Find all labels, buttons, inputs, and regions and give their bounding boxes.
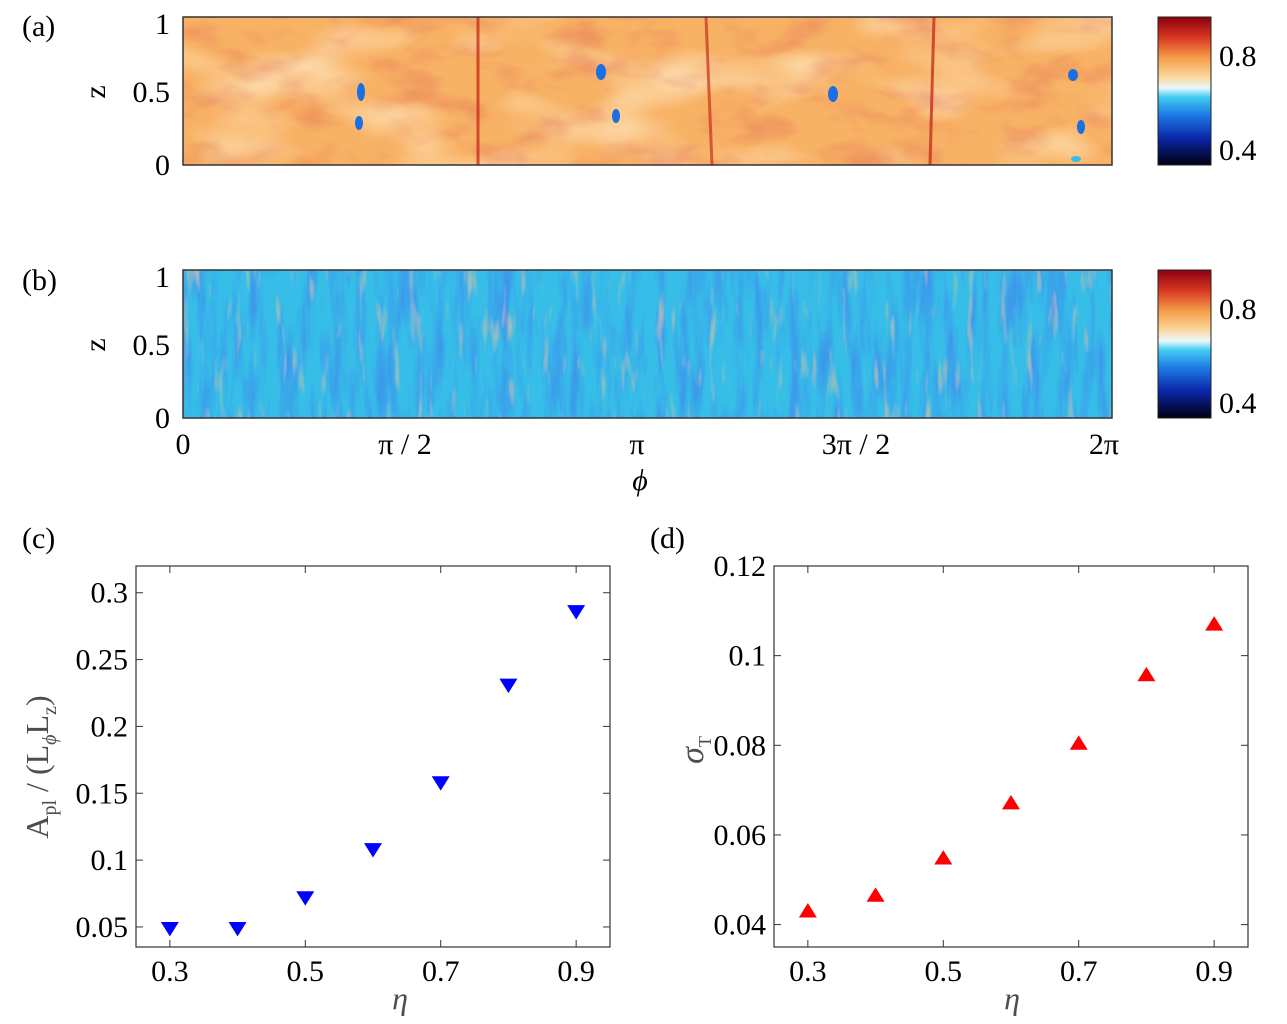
- x-tick-label: 0.7: [1060, 955, 1098, 988]
- panel-c-plot: 0.3 0.5 0.7 0.9 0.05 0.1 0.15 0.2 0.25 0.3: [76, 565, 611, 988]
- panel-b-ytick-0: 0: [155, 402, 170, 435]
- data-point: [160, 921, 179, 937]
- panel-b-xtick-0: 0: [176, 428, 191, 461]
- data-point: [1069, 735, 1088, 750]
- panel-c-label: (c): [22, 522, 55, 555]
- x-tick-label: 0.7: [422, 955, 460, 988]
- panel-b-xlabel: ϕ: [632, 464, 648, 497]
- panel-a-ytick-0: 0: [155, 149, 170, 182]
- panel-b-xtick-2pi: 2π: [1089, 428, 1119, 461]
- panel-c: (c) 0.3 0.5 0.7 0.90.050.10.150.20.250.3 η …: [19, 522, 611, 1016]
- panel-b-heatmap: [182, 269, 1113, 419]
- panel-a: (a) 1 0.5 0 z 0.8 0.4: [22, 8, 1257, 182]
- panel-d: (d) 0.3 0.5 0.7 0.9 0.04 0.06 0.08 0.1 0.12 η σT: [650, 522, 1249, 1016]
- panel-b: (b) 1 0.5 0 z 0 π / 2 π 3π / 2 2π ϕ 0.8 …: [22, 261, 1257, 497]
- panel-b-cbar-tick-0-4: 0.4: [1219, 387, 1257, 420]
- x-tick-label: 0.5: [925, 955, 963, 988]
- panel-a-cbar-tick-0-8: 0.8: [1219, 40, 1257, 73]
- x-tick-label: 0.9: [1195, 955, 1233, 988]
- panel-b-xtick-pi: π: [629, 428, 644, 461]
- x-tick-label: 0.3: [789, 955, 827, 988]
- panel-b-ytick-0-5: 0.5: [133, 329, 171, 362]
- panel-a-cbar-tick-0-4: 0.4: [1219, 134, 1257, 167]
- panel-a-ylabel: z: [79, 85, 112, 98]
- data-point: [364, 843, 382, 858]
- y-tick-label: 0.3: [91, 577, 129, 610]
- panel-d-label: (d): [650, 522, 685, 555]
- data-point: [228, 921, 247, 937]
- panel-a-colorbar: 0.8 0.4: [1157, 16, 1257, 167]
- y-tick-label: 0.1: [91, 844, 129, 877]
- y-tick-label: 0.1: [729, 640, 767, 673]
- panel-b-colorbar: 0.8 0.4: [1157, 269, 1257, 420]
- panel-d-ylabel: σT: [674, 736, 715, 764]
- data-point: [866, 887, 885, 902]
- y-tick-label: 0.25: [76, 644, 129, 677]
- panel-c-ylabel: Apl / (LϕLz): [19, 695, 61, 838]
- c-plot-frame: [135, 565, 611, 948]
- data-point: [499, 678, 518, 694]
- data-point: [1205, 616, 1224, 631]
- data-point: [798, 903, 817, 918]
- panel-d-plot: 0.3 0.5 0.7 0.9 0.04 0.06 0.08 0.1 0.12: [714, 550, 1249, 988]
- y-tick-label: 0.12: [714, 550, 767, 583]
- y-tick-label: 0.05: [76, 911, 129, 944]
- x-tick-label: 0.3: [151, 955, 189, 988]
- panel-b-xtick-3pi-2: 3π / 2: [822, 428, 890, 461]
- panel-a-ytick-0-5: 0.5: [133, 76, 171, 109]
- x-tick-label: 0.9: [557, 955, 595, 988]
- panel-d-xlabel: η: [1004, 980, 1020, 1016]
- y-tick-label: 0.04: [714, 909, 767, 942]
- y-tick-label: 0.2: [91, 710, 129, 743]
- panel-b-cbar-tick-0-8: 0.8: [1219, 293, 1257, 326]
- panel-a-heatmap: [182, 16, 1113, 166]
- data-point: [1137, 666, 1156, 682]
- panel-a-label: (a): [22, 10, 55, 43]
- panel-b-ylabel: z: [79, 338, 112, 351]
- y-tick-label: 0.08: [714, 729, 767, 762]
- data-point: [431, 776, 450, 791]
- y-tick-label: 0.06: [714, 819, 767, 852]
- data-point: [567, 605, 586, 620]
- data-point: [1002, 795, 1020, 810]
- d-plot-frame: [773, 565, 1249, 948]
- panel-b-label: (b): [22, 264, 57, 297]
- y-tick-label: 0.15: [76, 777, 129, 810]
- x-tick-label: 0.5: [287, 955, 325, 988]
- data-point: [934, 850, 953, 865]
- panel-c-xlabel: η: [392, 980, 408, 1016]
- panel-b-xtick-pi-2: π / 2: [378, 428, 431, 461]
- panel-a-ytick-1: 1: [155, 8, 170, 41]
- panel-b-ytick-1: 1: [155, 261, 170, 294]
- data-point: [296, 891, 315, 906]
